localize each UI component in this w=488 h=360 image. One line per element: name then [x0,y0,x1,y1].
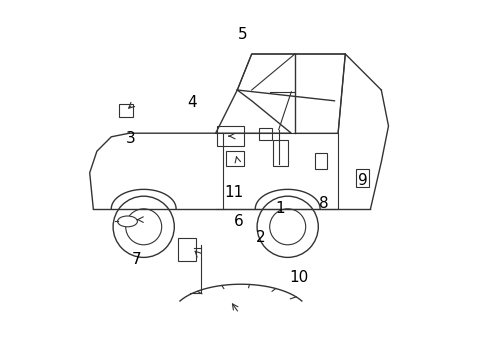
Text: 1: 1 [275,201,285,216]
FancyBboxPatch shape [178,238,196,261]
FancyBboxPatch shape [355,169,368,187]
Text: 6: 6 [234,214,244,229]
Text: 7: 7 [131,252,141,267]
Text: 11: 11 [224,185,243,200]
Text: 2: 2 [255,230,265,245]
Text: 4: 4 [187,95,197,110]
FancyBboxPatch shape [217,126,244,146]
Text: 3: 3 [126,131,136,146]
Text: 9: 9 [358,172,367,188]
FancyBboxPatch shape [314,153,326,169]
FancyBboxPatch shape [118,104,133,117]
Ellipse shape [117,216,137,227]
FancyBboxPatch shape [226,151,244,166]
FancyBboxPatch shape [258,128,271,140]
Text: 5: 5 [237,27,247,42]
FancyBboxPatch shape [273,140,287,166]
Text: 10: 10 [288,270,307,285]
Text: 8: 8 [318,196,328,211]
